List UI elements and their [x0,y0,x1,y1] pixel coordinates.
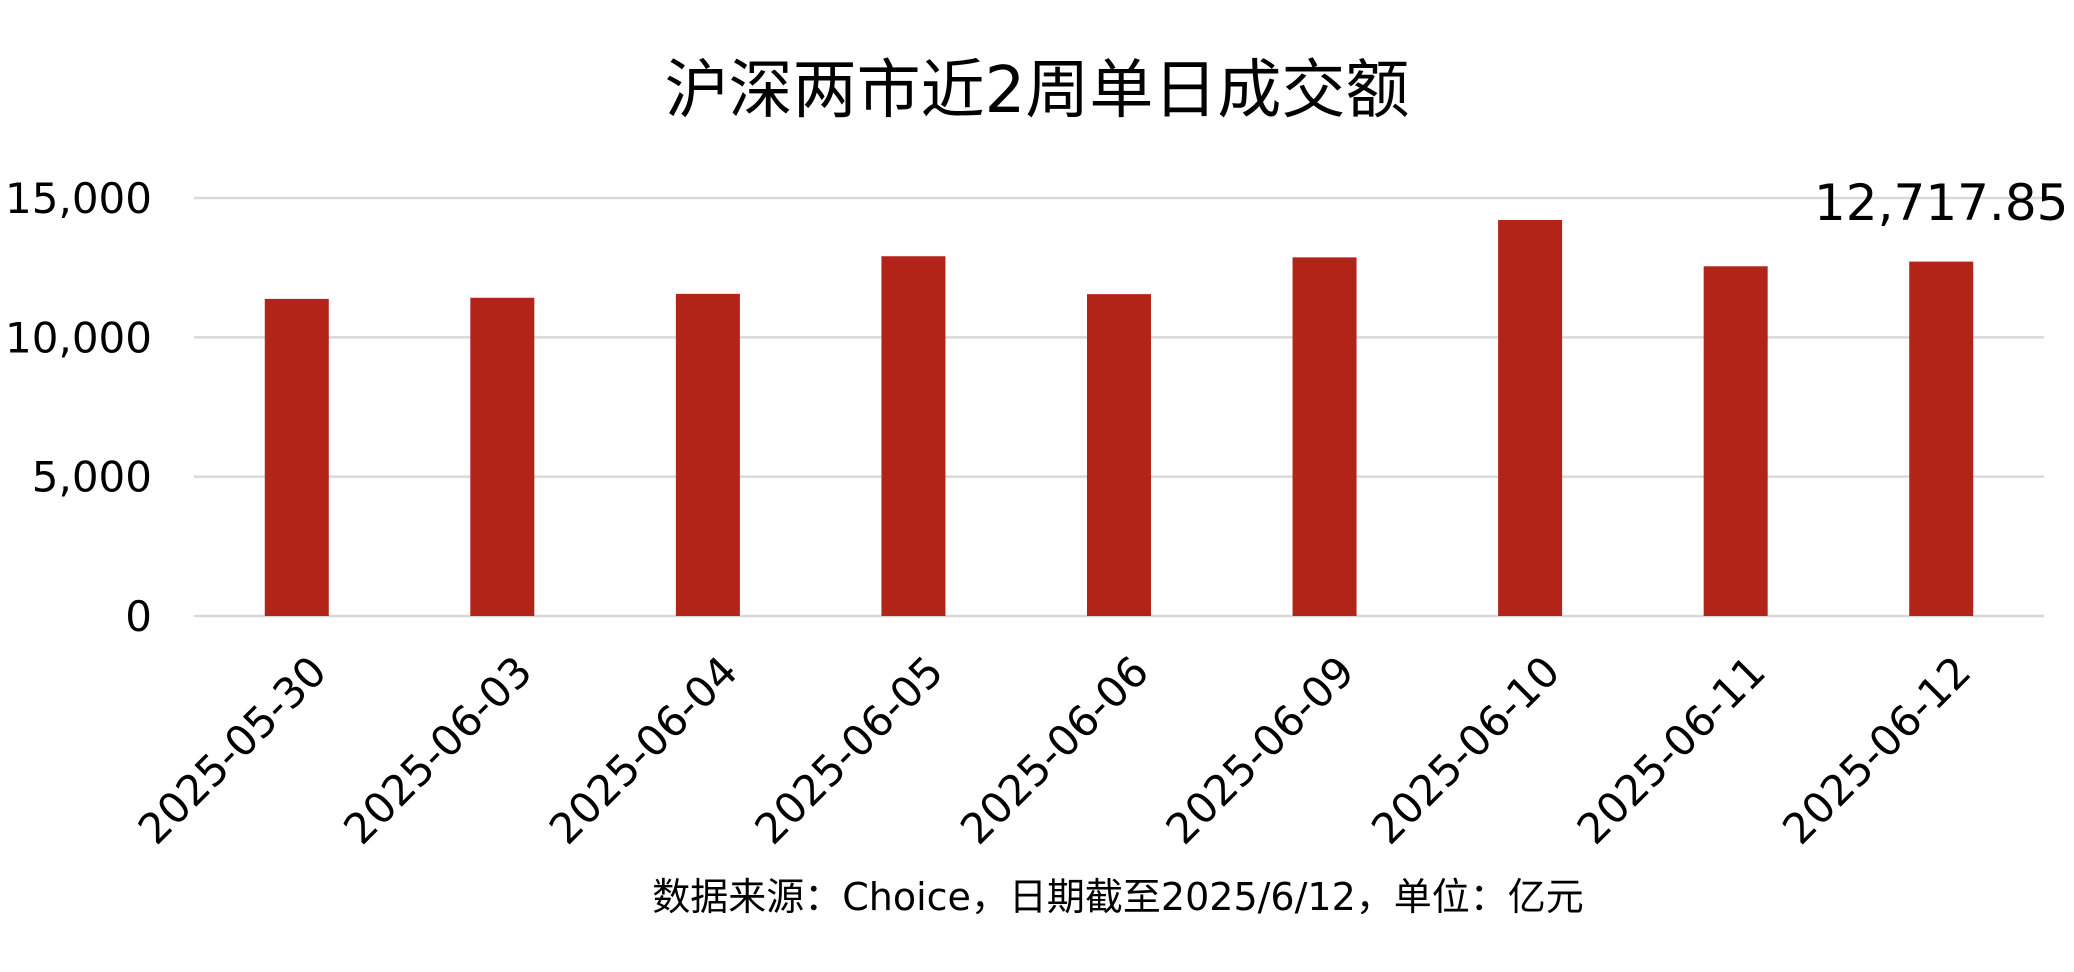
y-tick-label: 15,000 [5,174,152,223]
chart-title: 沪深两市近2周单日成交额 [665,54,1410,128]
x-tick-label: 2025-06-12 [1773,646,1980,853]
x-axis: 2025-05-302025-06-032025-06-042025-06-05… [129,646,1981,853]
bar [470,297,535,616]
x-tick-label: 2025-06-11 [1568,646,1775,853]
bar [1909,261,1974,616]
bars [264,220,1974,617]
bar [1292,257,1357,616]
bar [881,256,946,616]
bar [1703,266,1768,616]
x-tick-label: 2025-06-04 [540,646,747,853]
data-labels: 12,717.85 [1814,174,2068,232]
x-tick-label: 2025-06-10 [1362,646,1569,853]
source-caption: 数据来源：Choice，日期截至2025/6/12，单位：亿元 [652,875,1584,919]
y-tick-label: 5,000 [32,453,152,502]
y-axis: 0 5,000 10,000 15,000 [5,174,152,641]
y-tick-label: 0 [125,592,152,641]
data-label: 12,717.85 [1814,174,2068,232]
x-tick-label: 2025-06-03 [334,646,541,853]
x-tick-label: 2025-06-09 [1156,646,1363,853]
bar [264,298,329,616]
bar [675,293,740,616]
x-tick-label: 2025-05-30 [129,646,336,853]
bar [1087,294,1151,616]
x-tick-label: 2025-06-05 [745,646,952,853]
bar [1498,220,1563,617]
y-tick-label: 10,000 [5,313,152,362]
x-tick-label: 2025-06-06 [951,646,1158,853]
